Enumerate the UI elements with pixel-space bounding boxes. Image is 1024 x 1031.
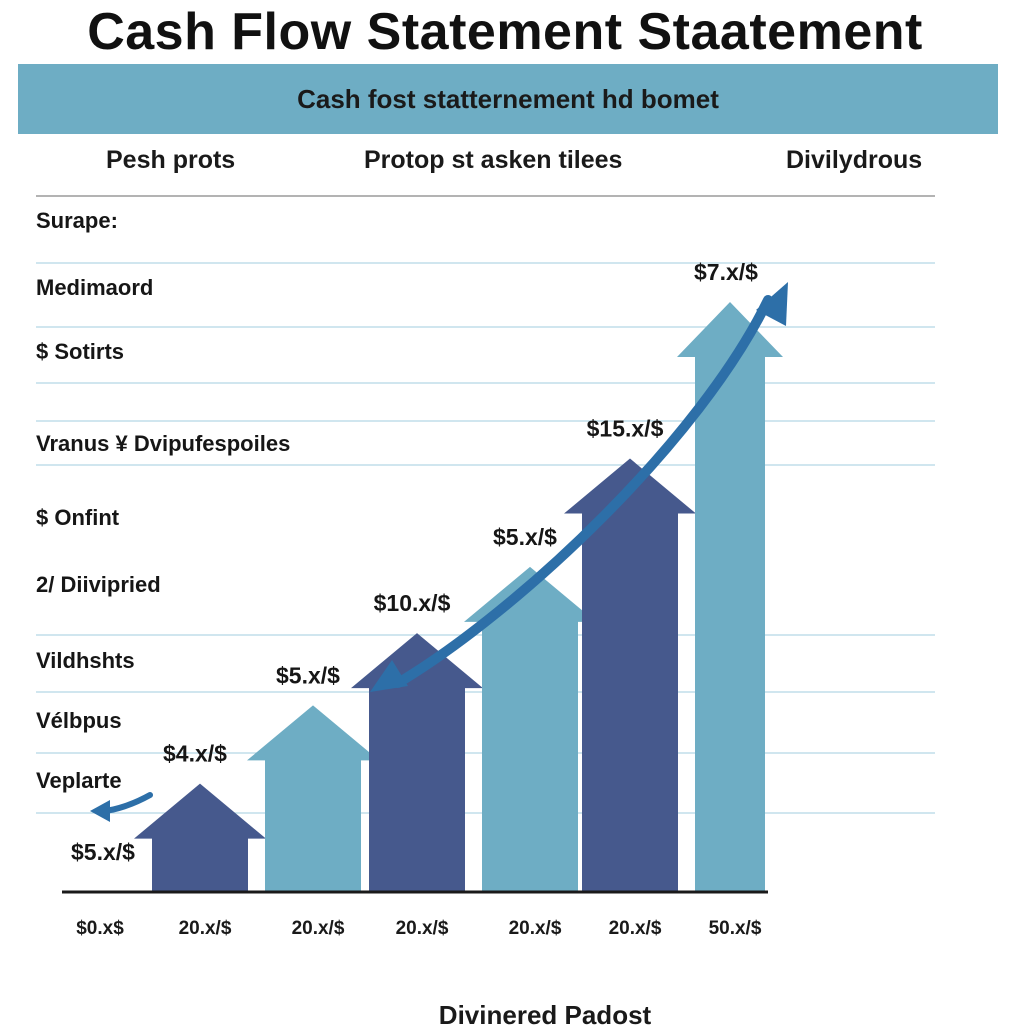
x-tick-label: 20.x/$ (609, 918, 662, 939)
bar (464, 566, 596, 892)
banner-text: Cash fost statternement hd bomet (297, 84, 719, 114)
row-label-2: Medimaord (36, 275, 154, 300)
row-label-1: Surape: (36, 208, 118, 233)
data-labels: $5.x/$ $4.x/$ $5.x/$ $10.x/$ $5.x/$ $15.x/$ $7… (71, 259, 758, 865)
data-label: $5.x/$ (493, 524, 557, 550)
x-tick-label: 50.x/$ (709, 918, 762, 939)
subtitle-banner: Cash fost statternement hd bomet (18, 64, 998, 134)
x-tick-label: 20.x/$ (292, 918, 345, 939)
column-header-1: Pesh prots (106, 146, 236, 174)
row-label-6: 2/ Diivipried (36, 572, 161, 597)
data-label: $7.x/$ (694, 259, 758, 285)
x-tick-label: 20.x/$ (509, 918, 562, 939)
bar (351, 633, 483, 892)
growth-arrow (393, 295, 773, 688)
return-arrow-head (90, 800, 110, 822)
bar (134, 783, 266, 892)
data-label: $5.x/$ (71, 839, 135, 865)
x-tick-labels: $0.x$ 20.x/$ 20.x/$ 20.x/$ 20.x/$ 20.x/$ 50.x/… (76, 918, 762, 939)
column-header-3: Divilydrous (786, 146, 923, 174)
row-label-3: $ Sotirts (36, 339, 125, 364)
chart-title: Cash Flow Statement Staatement (87, 3, 923, 61)
trend-arrows (90, 282, 788, 822)
row-label-4: Vranus ¥ Dvipufespoiles (36, 431, 291, 456)
data-label: $5.x/$ (276, 662, 340, 688)
x-tick-label: 20.x/$ (396, 918, 449, 939)
data-label: $4.x/$ (163, 741, 227, 767)
row-label-5: $ Onfint (36, 505, 120, 530)
bar (247, 705, 379, 892)
bar (564, 458, 696, 892)
data-label: $10.x/$ (374, 590, 451, 616)
growth-arrow-head (756, 282, 788, 326)
bars (62, 302, 783, 894)
x-tick-label: $0.x$ (76, 918, 124, 939)
x-tick-label: 20.x/$ (179, 918, 232, 939)
row-label-8: Vélbpus (36, 708, 122, 733)
bar (677, 302, 783, 892)
return-arrow (101, 792, 153, 814)
x-axis-title: Divinered Padost (438, 1000, 652, 1030)
data-label: $15.x/$ (587, 416, 664, 442)
growth-arrow-tail (370, 660, 408, 692)
column-header-2: Protop st asken tilees (364, 146, 623, 174)
row-label-7: Vildhshts (36, 648, 135, 673)
row-label-9: Veplarte (36, 768, 122, 793)
